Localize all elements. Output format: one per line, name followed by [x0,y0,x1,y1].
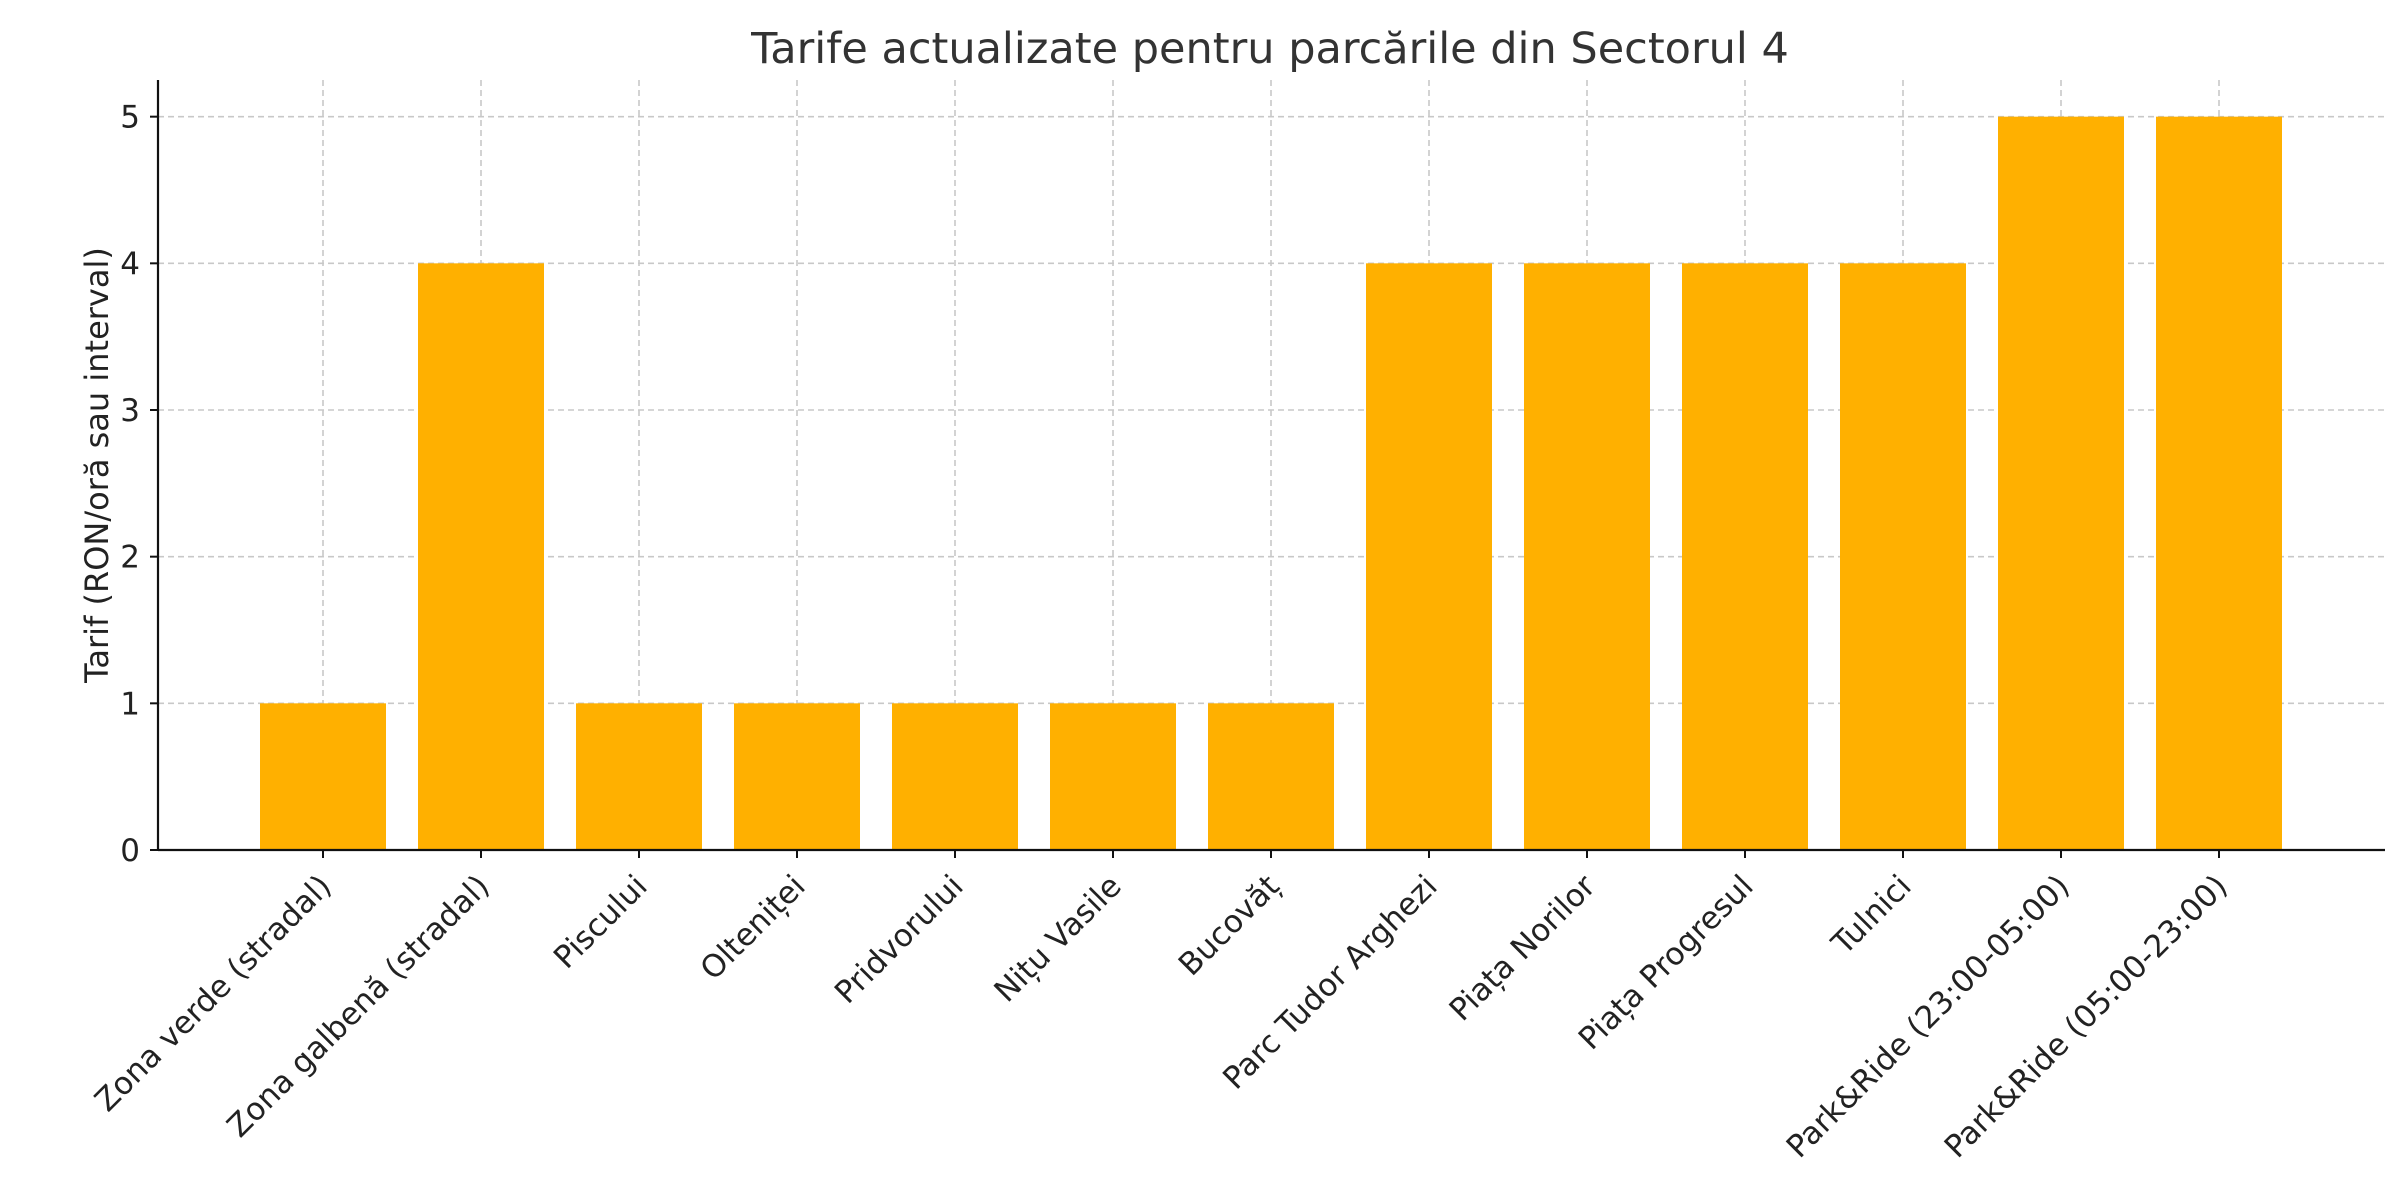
bar [1682,263,1808,850]
bar [576,703,702,850]
bar [1050,703,1176,850]
bars-layer [260,116,2282,850]
x-tick-label: Olteniței [694,868,813,987]
x-tick-label: Bucovăț [1172,868,1287,983]
bar [734,703,860,850]
bar [2156,116,2282,850]
bar [1524,263,1650,850]
x-tick-label: Piscului [547,868,655,976]
bar [1840,263,1966,850]
x-tick-label: Piața Progresul [1572,868,1761,1057]
x-tick-label: Piața Norilor [1443,868,1603,1028]
y-tick-label: 2 [120,540,140,576]
chart-title: Tarife actualizate pentru parcările din … [750,24,1789,74]
x-tick-label: Park&Ride (05:00-23:00) [1938,868,2235,1165]
x-tick-label: Pridvorului [828,868,971,1011]
y-tick-label: 0 [120,833,140,869]
y-tick-label: 1 [120,686,140,722]
bar [892,703,1018,850]
x-tick-label: Zona galbenă (stradal) [220,868,496,1144]
bar [418,263,544,850]
bar [1998,116,2124,850]
x-ticks: Zona verde (stradal)Zona galbenă (strada… [88,850,2235,1165]
y-tick-label: 4 [120,246,140,282]
bar [1366,263,1492,850]
y-axis-label: Tarif (RON/oră sau interval) [78,247,116,684]
x-tick-label: Tulnici [1824,868,1918,962]
x-tick-label: Park&Ride (23:00-05:00) [1780,868,2077,1165]
y-ticks: 0 1 2 3 4 5 [120,100,158,869]
bar [260,703,386,850]
bar [1208,703,1334,850]
x-tick-label: Nițu Vasile [987,868,1128,1009]
y-tick-label: 3 [120,393,140,429]
y-tick-label: 5 [120,100,140,136]
